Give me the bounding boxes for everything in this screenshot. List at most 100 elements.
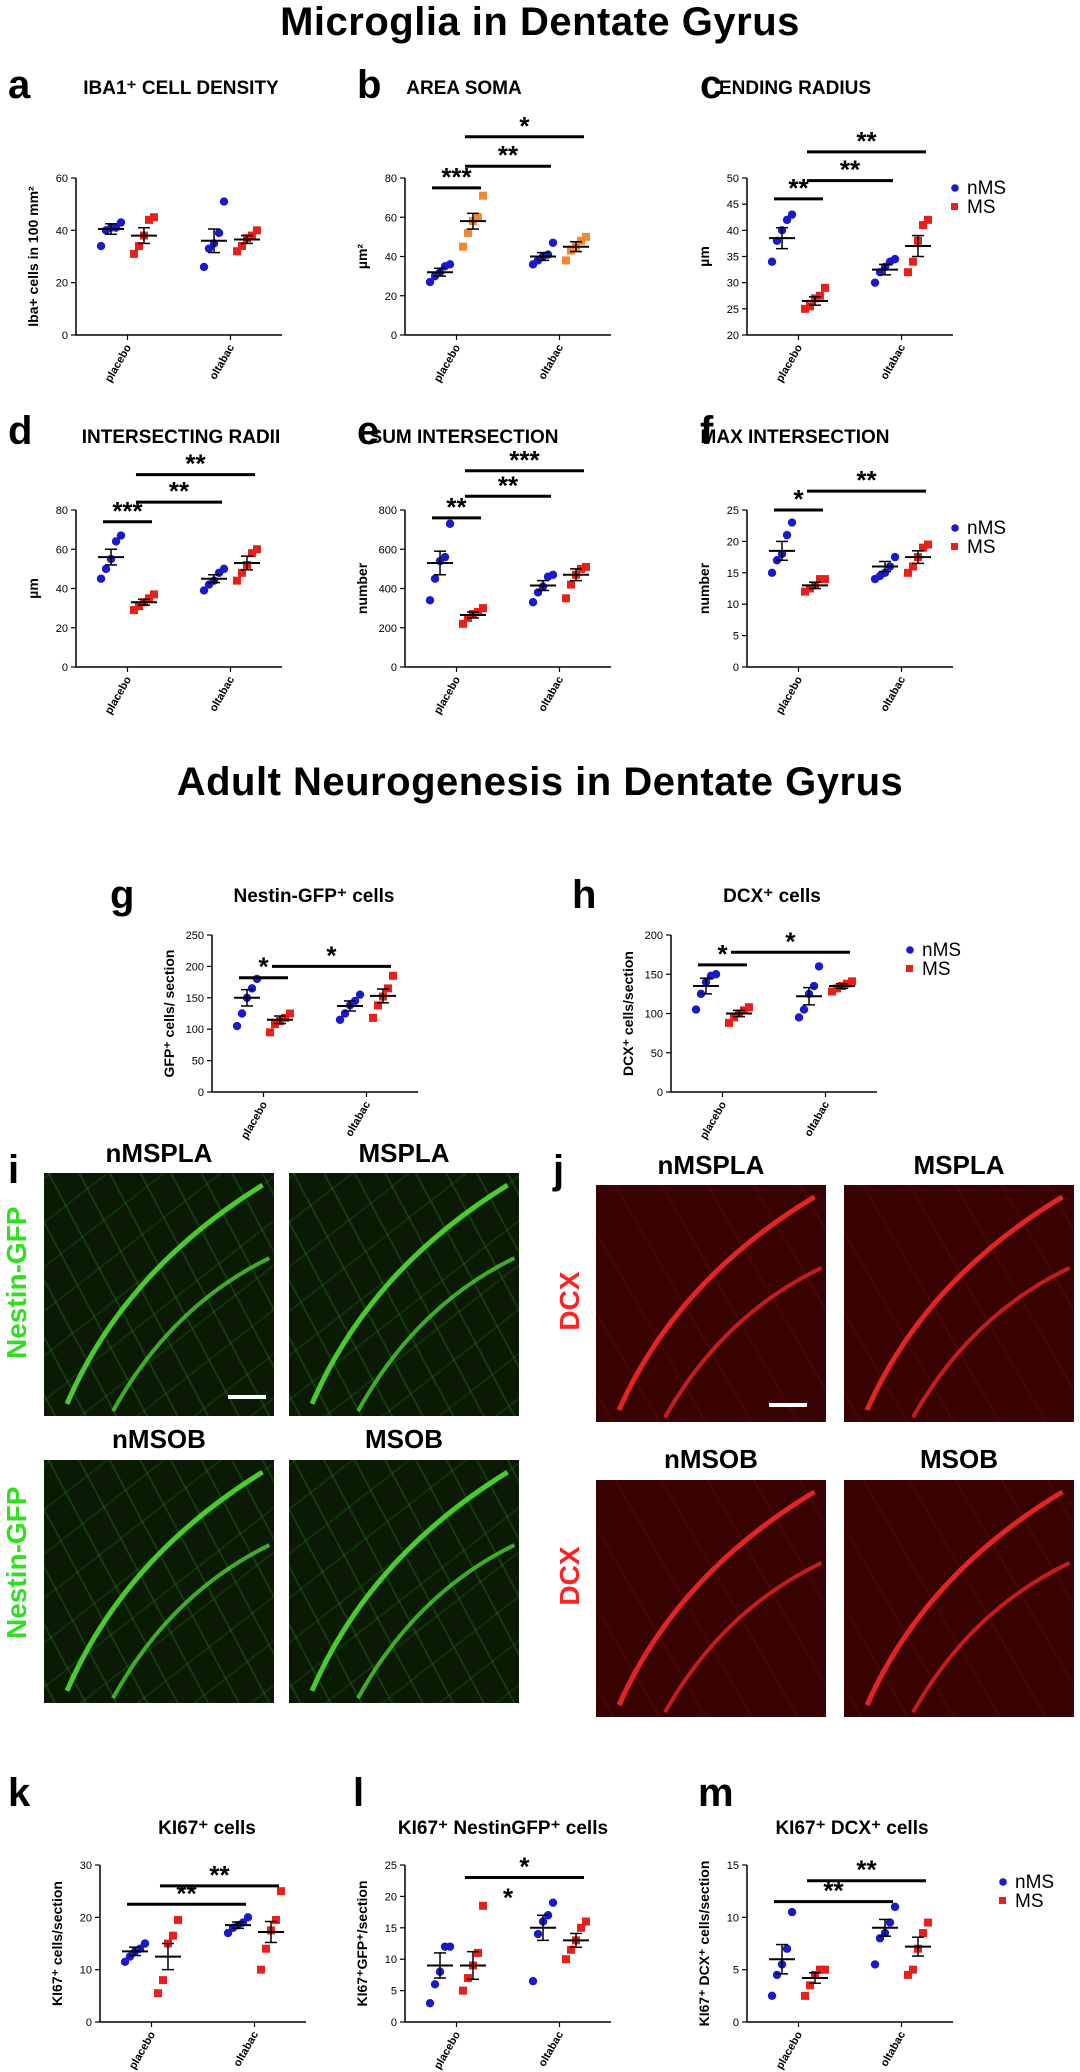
y-tick-label-m: 15 [727,1860,739,1872]
x-tick-label-e: placebo [432,674,463,716]
y-tick-label-f: 10 [727,599,739,611]
data-point-k [140,1939,150,1948]
data-point-l [430,1980,440,1989]
data-point-m [767,1991,777,2001]
y-tick-label-a: 40 [56,225,68,237]
x-tick-label-f: oltabac [878,675,908,714]
y-tick-label-h: 0 [657,1087,663,1099]
data-point-g [280,1013,289,1022]
data-point-e [430,574,440,583]
data-point-h [794,1013,804,1022]
x-tick-label-b: oltabac [536,343,566,382]
stain-label-nestin-bottom: Nestin-GFP [1,1486,32,1639]
x-tick-label-l: oltabac [536,2030,566,2069]
data-point-l [458,1986,467,1995]
y-tick-label-g: 0 [198,1087,204,1099]
data-point-m [903,1970,912,1979]
data-point-g [237,1009,247,1018]
y-tick-label-k: 30 [80,1860,92,1872]
y-tick-label-m: 5 [733,1965,739,1977]
data-point-m [782,1944,792,1953]
y-tick-label-g: 150 [186,993,204,1005]
scale-bar-j [769,1403,807,1407]
legend-marker-nms [906,946,914,954]
chart-title-c: ENDING RADIUS [719,78,871,99]
data-point-g [285,1009,294,1018]
data-point-b [566,246,575,255]
data-point-f [787,518,797,527]
significance-label-d: ** [185,449,206,479]
data-point-c [820,283,829,292]
data-point-d [96,574,106,583]
chart-title-a: IBA1⁺ CELL DENSITY [83,78,279,99]
data-point-a [219,197,229,206]
data-point-e [528,598,538,607]
y-axis-label-b: µm² [354,244,370,270]
panel-letter-d: d [8,409,32,453]
data-point-m [805,1981,814,1990]
panel-letter-c: c [700,63,722,107]
data-point-k [276,1887,285,1896]
panel-letter-k: k [8,1771,31,1815]
y-axis-label-g: GFP⁺ cells/ section [161,950,177,1078]
data-point-e [548,570,558,579]
micrograph-title-mspla-j: MSPLA [913,1150,1005,1180]
legend-label: MS [967,197,996,218]
micrograph-title-nmsob-j: nMSOB [664,1444,758,1474]
stain-label-dcx-bottom: DCX [554,1546,585,1606]
y-tick-label-l: 25 [385,1860,397,1872]
data-point-a [232,247,241,256]
y-tick-label-d: 20 [56,623,68,635]
data-point-d [252,545,261,554]
y-tick-label-d: 60 [56,544,68,556]
micrograph-nmsob-green [44,1460,274,1703]
x-tick-label-l: placebo [432,2029,463,2071]
panel-letter-l: l [353,1771,364,1815]
y-tick-label-h: 200 [645,930,663,942]
data-point-l [473,1948,482,1957]
data-point-a [199,262,209,272]
data-point-e [561,594,570,603]
x-tick-label-c: oltabac [878,343,908,382]
legend-label: nMS [967,518,1006,539]
data-point-g [355,990,365,999]
data-point-c [805,302,814,311]
data-point-h [711,970,721,979]
data-point-c [918,221,927,230]
data-point-c [767,257,777,266]
significance-label-d: *** [112,496,143,526]
y-tick-label-h: 50 [651,1048,663,1060]
data-point-k [125,1952,135,1961]
micrograph-nmspla-green [44,1173,274,1416]
chart-l: l KI67⁺ NestinGFP⁺ cells 0 5 10 15 20 25 KI67⁺GF… [353,1771,611,2072]
data-point-c [787,210,797,219]
data-point-k [153,1989,162,1998]
data-point-f [890,552,900,562]
x-tick-label-f: placebo [774,674,805,716]
data-point-g [368,1013,377,1022]
significance-label-f: * [793,484,804,514]
chart-title-f: MAX INTERSECTION [701,427,890,448]
data-point-m [820,1965,829,1974]
data-point-l [425,1998,435,2008]
y-tick-label-e: 200 [379,623,397,635]
x-tick-label-d: oltabac [207,675,237,714]
data-point-h [799,1005,809,1014]
y-tick-label-a: 60 [56,173,68,185]
data-point-b [548,238,558,247]
micrograph-mspla-green [289,1173,519,1416]
micrograph-msob-green [289,1460,519,1703]
data-point-b [445,260,455,269]
significance-label-m: ** [823,1876,844,1906]
x-tick-label-k: placebo [127,2029,158,2071]
chart-title-d: INTERSECTING RADII [82,427,280,448]
data-point-f [767,568,777,577]
data-point-d [144,594,153,603]
micrograph-mspla-red [844,1185,1074,1422]
data-point-a [149,213,158,222]
data-point-k [173,1915,182,1924]
